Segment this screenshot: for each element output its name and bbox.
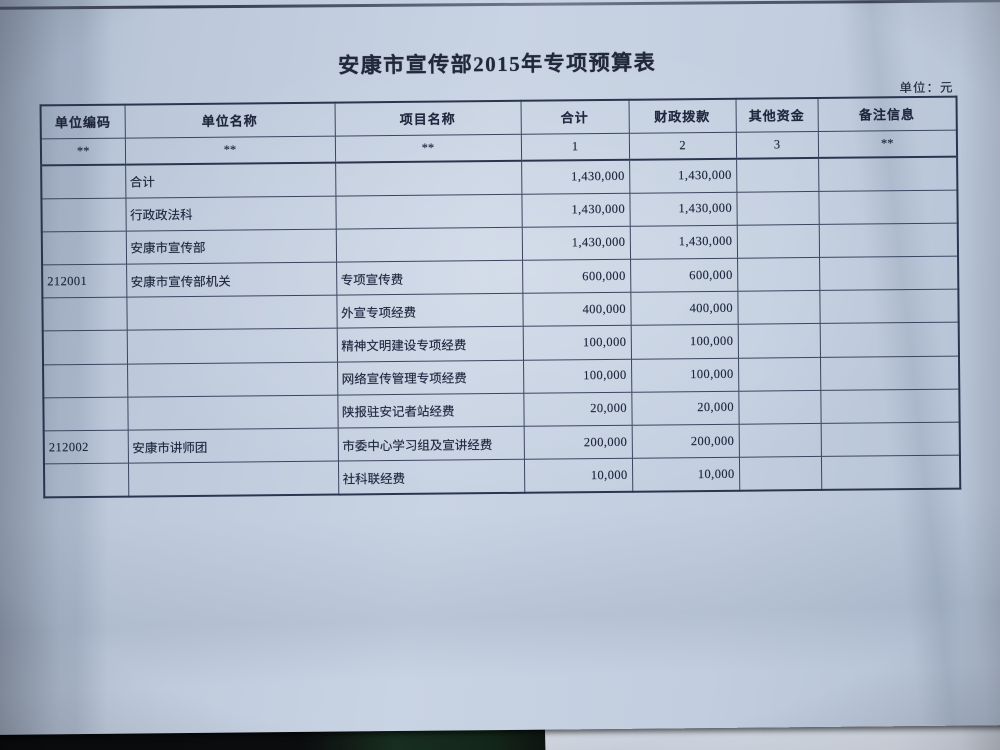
cell-project-name: 专项宣传费 [336,260,523,296]
code-cell: 1 [520,132,630,161]
cell-fiscal: 200,000 [631,424,739,459]
budget-table: 单位编码 单位名称 项目名称 合计 财政拨款 其他资金 备注信息 ** ** *… [39,95,962,499]
cell-unit-code: 212001 [42,264,127,299]
cell-notes [818,156,958,192]
cell-other-funds [736,191,819,226]
column-header-project-name: 项目名称 [334,100,521,136]
cell-other-funds [738,456,822,491]
cell-notes [819,256,959,291]
column-header-notes: 备注信息 [817,96,957,131]
code-cell: ** [124,135,336,165]
cell-fiscal: 400,000 [630,291,738,326]
cell-unit-name [127,461,339,497]
cell-fiscal: 1,430,000 [629,158,737,193]
cell-notes [820,388,960,424]
cell-project-name: 社科联经费 [337,459,525,495]
column-header-unit-code: 单位编码 [40,104,125,139]
cell-fiscal: 10,000 [631,457,740,492]
cell-other-funds [737,290,820,325]
cell-unit-code [42,330,128,365]
column-header-unit-name: 单位名称 [124,102,335,138]
cell-project-name: 市委中心学习组及宣讲经费 [337,426,524,462]
cell-notes [820,422,960,457]
cell-unit-name: 安康市宣传部机关 [126,262,337,298]
code-cell: ** [334,133,522,163]
cell-unit-name [127,361,338,397]
cell-unit-name: 合计 [125,162,336,198]
column-header-total: 合计 [520,99,629,134]
cell-notes [819,322,959,358]
cell-fiscal: 600,000 [630,258,738,293]
cell-total: 20,000 [523,392,632,427]
cell-fiscal: 1,430,000 [629,225,738,260]
cell-project-name [335,193,522,229]
page-title: 安康市宣传部2015年专项预算表 [338,50,657,78]
cell-project-name: 外宣专项经费 [336,293,523,329]
cell-other-funds [736,224,820,259]
cell-total: 600,000 [522,259,631,294]
cell-other-funds [736,157,819,192]
cell-total: 100,000 [523,358,632,394]
cell-unit-name: 安康市讲师团 [127,428,338,464]
cell-unit-code [41,197,126,232]
cell-project-name [335,227,523,263]
cell-fiscal: 20,000 [631,391,739,426]
cell-notes [820,455,961,490]
cell-unit-code [43,363,128,398]
cell-other-funds [737,323,820,358]
cell-unit-name: 行政政法科 [125,195,336,231]
cell-unit-code [43,463,129,498]
cell-notes [819,289,959,324]
cell-total: 10,000 [523,458,633,493]
cell-other-funds [738,423,821,458]
cell-fiscal: 100,000 [631,357,739,393]
cell-total: 1,430,000 [521,226,631,261]
cell-fiscal: 100,000 [630,324,738,359]
cell-unit-name [127,394,338,431]
cell-total: 400,000 [522,292,631,327]
cell-unit-name: 安康市宣传部 [125,228,337,265]
code-cell: 2 [628,131,737,160]
cell-total: 200,000 [523,425,632,460]
cell-project-name: 网络宣传管理专项经费 [337,359,524,395]
cell-notes [819,355,960,391]
unit-note: 单位：元 [899,80,954,96]
column-header-fiscal: 财政拨款 [628,98,736,133]
cell-unit-name [126,328,338,364]
cell-total: 100,000 [522,325,632,360]
cell-project-name: 陕报驻安记者站经费 [337,393,524,429]
cell-other-funds [738,390,821,425]
cell-notes [818,189,958,225]
cell-total: 1,430,000 [521,159,630,194]
column-header-other-funds: 其他资金 [735,97,818,132]
cell-unit-code: 212002 [43,430,128,465]
cell-total: 1,430,000 [521,192,630,228]
cell-unit-code [42,297,127,332]
code-cell: 3 [735,130,819,159]
cell-unit-code [41,164,126,199]
cell-other-funds [737,257,820,292]
cell-project-name [335,160,522,196]
cell-unit-name [126,295,337,331]
code-cell: ** [40,137,126,166]
cell-unit-code [41,230,127,265]
cell-unit-code [43,396,128,431]
code-cell: ** [817,129,958,158]
cell-other-funds [737,357,821,392]
cell-fiscal: 1,430,000 [629,191,737,227]
cell-project-name: 精神文明建设专项经费 [336,326,524,362]
cell-notes [818,222,959,258]
